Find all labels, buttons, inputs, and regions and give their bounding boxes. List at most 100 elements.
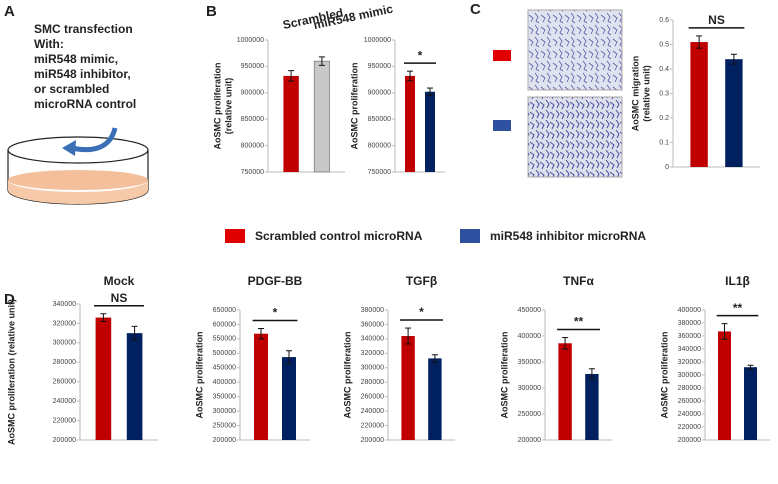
panel-label: B <box>206 3 217 20</box>
y-tick-label: 320000 <box>361 350 384 357</box>
y-axis-label: AoSMC migration <box>630 56 640 132</box>
panel-text: SMC transfection <box>34 22 133 36</box>
significance-label: NS <box>111 291 128 305</box>
panel-text: microRNA control <box>34 97 136 111</box>
error-bar <box>100 313 107 322</box>
bar <box>744 367 757 440</box>
y-tick-label: 350000 <box>518 359 541 366</box>
y-axis-label: (relative unit) <box>223 78 233 135</box>
y-tick-label: 300000 <box>213 408 236 415</box>
bar <box>283 75 299 172</box>
y-tick-label: 250000 <box>518 411 541 418</box>
y-tick-label: 260000 <box>53 379 76 386</box>
y-tick-label: 300000 <box>518 385 541 392</box>
y-tick-label: 500000 <box>213 350 236 357</box>
color-key <box>493 120 511 131</box>
y-tick-label: 360000 <box>678 333 701 340</box>
significance-label: * <box>418 48 423 62</box>
y-tick-label: 750000 <box>368 169 391 176</box>
micrograph <box>527 96 623 178</box>
panel-text: With: <box>34 37 64 51</box>
y-tick-label: 220000 <box>361 422 384 429</box>
y-tick-label: 380000 <box>678 320 701 327</box>
y-tick-label: 400000 <box>518 333 541 340</box>
y-tick-label: 200000 <box>213 437 236 444</box>
y-tick-label: 200000 <box>678 437 701 444</box>
y-tick-label: 950000 <box>368 63 391 70</box>
y-tick-label: 340000 <box>361 336 384 343</box>
bar <box>405 75 415 172</box>
error-bar <box>407 70 413 82</box>
y-tick-label: 600000 <box>213 321 236 328</box>
chart-title: Mock <box>104 274 135 288</box>
y-tick-label: 280000 <box>678 385 701 392</box>
error-bar <box>696 35 703 49</box>
y-axis-label: AoSMC proliferation <box>499 332 509 419</box>
error-bar <box>747 364 754 370</box>
significance-label: ** <box>574 315 584 329</box>
bar <box>425 91 435 172</box>
y-tick-label: 0.2 <box>659 115 669 122</box>
y-tick-label: 900000 <box>241 90 264 97</box>
y-tick-label: 0.1 <box>659 139 669 146</box>
legend-label: Scrambled control microRNA <box>255 229 423 243</box>
panel-label: A <box>4 3 15 20</box>
y-tick-label: 0.4 <box>659 66 669 73</box>
y-tick-label: 850000 <box>368 116 391 123</box>
error-bar <box>288 70 295 82</box>
bar <box>428 358 442 440</box>
error-bar <box>405 327 412 345</box>
bar <box>282 357 296 440</box>
error-bar <box>286 350 292 364</box>
y-tick-label: 220000 <box>53 417 76 424</box>
bar <box>718 331 731 440</box>
dish <box>7 127 149 205</box>
y-tick-label: 0 <box>665 164 669 171</box>
bar <box>585 373 599 440</box>
y-tick-label: 200000 <box>53 437 76 444</box>
significance-label: NS <box>708 13 725 27</box>
y-tick-label: 240000 <box>361 408 384 415</box>
chart-title: TGFβ <box>406 274 437 288</box>
y-tick-label: 900000 <box>368 90 391 97</box>
error-bar <box>318 56 325 66</box>
y-tick-label: 0.6 <box>659 17 669 24</box>
y-tick-label: 320000 <box>53 320 76 327</box>
significance-label: * <box>419 305 424 319</box>
category-label: miR548 mimic <box>312 1 394 32</box>
error-bar <box>588 368 595 380</box>
y-axis-label: AoSMC proliferation (relative unit) <box>6 299 16 445</box>
y-tick-label: 800000 <box>241 142 264 149</box>
y-tick-label: 400000 <box>678 307 701 314</box>
y-tick-label: 240000 <box>678 411 701 418</box>
bar <box>725 59 743 168</box>
chart-title: PDGF-BB <box>248 274 303 288</box>
y-tick-label: 340000 <box>678 346 701 353</box>
legend-swatch <box>225 229 245 243</box>
bar <box>126 333 143 440</box>
y-tick-label: 300000 <box>678 372 701 379</box>
panel-text: or scrambled <box>34 82 109 96</box>
y-axis-label: AoSMC proliferation <box>194 332 204 419</box>
y-tick-label: 750000 <box>241 169 264 176</box>
y-tick-label: 950000 <box>241 63 264 70</box>
y-axis-label: (relative unit) <box>641 65 651 122</box>
legend-swatch <box>460 229 480 243</box>
error-bar <box>431 354 438 363</box>
y-tick-label: 200000 <box>361 437 384 444</box>
error-bar <box>730 53 737 65</box>
y-tick-label: 400000 <box>213 379 236 386</box>
color-key <box>493 50 511 61</box>
y-tick-label: 240000 <box>53 398 76 405</box>
bar <box>690 42 708 167</box>
y-tick-label: 800000 <box>368 142 391 149</box>
y-tick-label: 650000 <box>213 307 236 314</box>
y-tick-label: 1000000 <box>364 37 391 44</box>
panel-label: C <box>470 1 481 18</box>
micrograph <box>527 9 623 91</box>
y-tick-label: 850000 <box>241 116 264 123</box>
panel-text: miR548 inhibitor, <box>34 67 131 81</box>
error-bar <box>131 325 138 341</box>
error-bar <box>258 327 264 340</box>
bar <box>558 343 572 440</box>
